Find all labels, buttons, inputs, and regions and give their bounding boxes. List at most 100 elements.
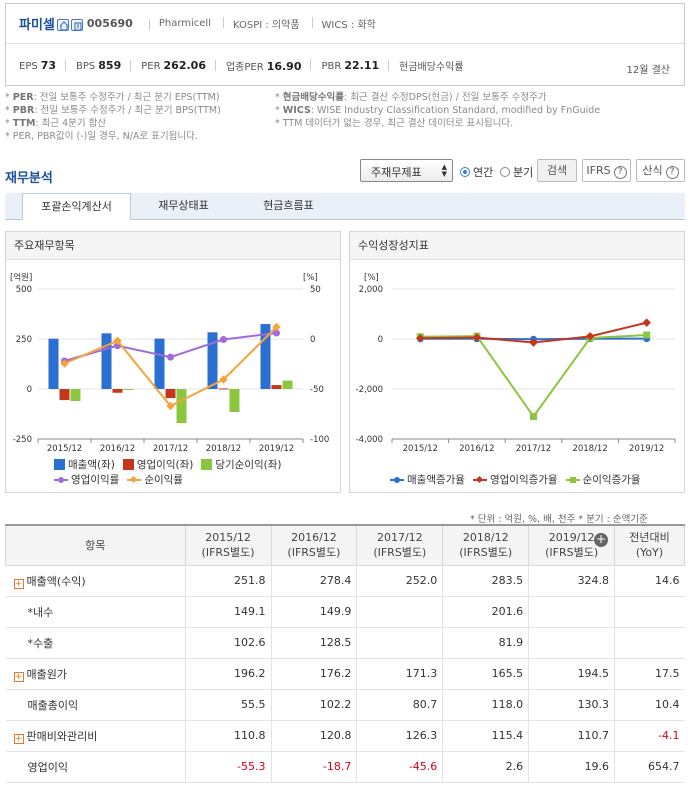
note-text: : 최근 4분기 합산 — [35, 118, 107, 129]
legend-line-marker — [565, 476, 580, 484]
y-tick-label: 2,000 — [359, 285, 383, 295]
ifrs-button[interactable]: IFRS? — [582, 159, 631, 182]
expand-columns-icon[interactable]: + — [594, 532, 609, 547]
stat-value: 16.90 — [266, 59, 302, 73]
table-cell: 55.5 — [184, 689, 271, 721]
column-header-line1: 2017/12 — [376, 531, 423, 545]
table-cell: -18.7 — [270, 751, 357, 783]
bar-영업이익(좌)-2018/12 — [218, 388, 229, 390]
bar-영업이익(좌)-2019/12 — [271, 385, 282, 389]
radio-annual-dot[interactable] — [460, 167, 470, 177]
english-name: Pharmicell — [148, 18, 211, 30]
growth-indicators-chart: [%] 2,000 0 -2,000 -4,000 2015/12 2016/12 2017/… — [356, 273, 676, 454]
x-tick-label: 2015/12 — [47, 444, 82, 454]
right-chart-legend: 매출액증가율 영업이익증가율 순이익증가율 — [390, 472, 649, 487]
tab-income-statement[interactable]: 포괄손익계산서 — [22, 193, 131, 220]
left-tick-label: 0 — [27, 385, 32, 395]
statement-select[interactable]: 주재무제표 ▲ ▼ — [360, 159, 453, 182]
row-label: 영업이익 — [27, 760, 68, 774]
right-tick-label: 0 — [310, 335, 315, 345]
column-header: 항목 — [5, 524, 186, 566]
notes-right: * 현금배당수익률: 최근 결산 수정DPS(현금) / 전일 보통주 수정주가… — [275, 91, 600, 130]
table-cell: 17.5 — [614, 658, 685, 690]
stat-3: 업종PER 16.90 — [226, 58, 312, 73]
left-axis-unit: [억원] — [10, 272, 32, 283]
search-button[interactable]: 검색 — [537, 159, 577, 182]
radio-annual[interactable]: 연간 — [460, 164, 493, 180]
formula-button[interactable]: 산식? — [636, 159, 685, 182]
bar-매출액(좌)-2019/12 — [260, 324, 271, 389]
point-순이익률-2019/12 — [272, 322, 281, 332]
table-cell: 165.5 — [442, 658, 529, 690]
row-label-cell[interactable]: + 판매비와관리비 — [5, 720, 186, 752]
legend-item[interactable]: 당기순이익(좌) — [201, 457, 282, 472]
column-header: 2016/12 (IFRS별도) — [270, 524, 358, 566]
legend-line-marker — [54, 476, 68, 484]
note-line: * TTM: 최근 4분기 합산 — [5, 118, 107, 129]
note-text: PER, PBR값이 (-)일 경우, N/A로 표기됩니다. — [12, 131, 198, 142]
row-label: 매출액(수익) — [26, 574, 86, 588]
legend-item[interactable]: 매출액증가율 — [390, 472, 465, 487]
tab-balance-sheet[interactable]: 재무상태표 — [158, 199, 209, 212]
table-cell: 126.3 — [356, 720, 443, 752]
table-row: + 매출원가 196.2 176.2 171.3 165.5 194.5 17.5 — [5, 658, 685, 690]
row-label-cell[interactable]: + 매출원가 — [5, 658, 186, 690]
ticker-code: 005690 — [86, 17, 133, 30]
stat-1: BPS 859 — [76, 59, 132, 72]
stat-label: BPS — [76, 60, 96, 72]
building-icon[interactable] — [70, 18, 83, 31]
legend-item[interactable]: 영업이익(좌) — [122, 457, 193, 472]
table-cell: -45.6 — [356, 751, 443, 783]
column-header-line1: 2016/12 — [291, 531, 337, 545]
table-cell — [614, 627, 685, 659]
company-name[interactable]: 파미셀 — [19, 18, 55, 33]
bar-영업이익(좌)-2016/12 — [112, 389, 123, 393]
bar-당기순이익(좌)-2017/12 — [176, 389, 187, 423]
expand-row-icon[interactable]: + — [13, 733, 24, 744]
note-line: * PBR: 전일 보통주 수정주가 / 최근 분기 BPS(TTM) — [5, 105, 221, 116]
legend-item[interactable]: 영업이익률 — [54, 472, 119, 487]
expand-row-icon[interactable]: + — [13, 578, 24, 589]
help-icon: ? — [613, 166, 627, 179]
left-chart-legend-lines: 영업이익률 순이익률 — [54, 472, 191, 487]
legend-item[interactable]: 영업이익증가율 — [472, 472, 558, 487]
home-icon[interactable] — [56, 18, 69, 31]
legend-swatch — [54, 459, 65, 470]
legend-item[interactable]: 순이익증가율 — [565, 472, 641, 487]
radio-annual-label: 연간 — [473, 166, 494, 179]
table-row: *수출 102.6 128.5 81.9 — [5, 627, 685, 659]
table-cell — [356, 627, 443, 659]
note-text: : 전일 보통주 수정주가 / 최근 분기 BPS(TTM) — [34, 105, 221, 116]
expand-row-icon[interactable]: + — [13, 671, 24, 682]
note-text: : WISE Industry Classification Standard,… — [310, 105, 601, 116]
main-financials-panel: 주요재무항목 [억원] [%] 500 250 0 -250 50 0 -50 -100 2015/… — [5, 231, 341, 493]
stat-2: PER 262.06 — [141, 59, 216, 72]
radio-quarter-dot[interactable] — [500, 167, 510, 177]
table-cell: 81.9 — [442, 627, 529, 659]
table-cell: 10.4 — [614, 689, 685, 721]
table-cell: 102.6 — [184, 627, 271, 659]
stat-label: EPS — [19, 60, 38, 72]
note-text: TTM 데이터가 없는 경우, 최근 결산 데이터로 표시됩니다. — [282, 118, 514, 129]
tab-cash-flow[interactable]: 현금흐름표 — [263, 199, 314, 212]
table-cell — [528, 596, 615, 628]
radio-quarter[interactable]: 분기 — [500, 164, 533, 180]
point-영업이익증가율-2017/12 — [529, 338, 538, 347]
point-영업이익률-2018/12 — [220, 336, 227, 343]
table-cell: 80.7 — [356, 689, 443, 721]
right-chart-unit: [%] — [364, 273, 379, 283]
section-title: 재무분석 — [5, 171, 53, 186]
row-label-cell[interactable]: + 매출액(수익) — [5, 565, 186, 597]
column-header-line1: 2015/12 — [205, 531, 251, 545]
wics-info: WICS : 화학 — [311, 16, 376, 31]
stat-value: 73 — [40, 58, 57, 72]
note-key: PBR — [12, 105, 35, 116]
legend-item[interactable]: 매출액(좌) — [54, 457, 115, 472]
legend-item[interactable]: 순이익률 — [127, 472, 183, 487]
point-순이익증가율-2017/12 — [530, 413, 537, 420]
legend-label: 매출액(좌) — [68, 459, 115, 471]
y-tick-label: -2,000 — [356, 385, 383, 395]
column-header-line2: (IFRS별도) — [201, 546, 255, 560]
formula-button-label: 산식 — [642, 164, 663, 177]
point-순이익률-2017/12 — [166, 401, 175, 411]
